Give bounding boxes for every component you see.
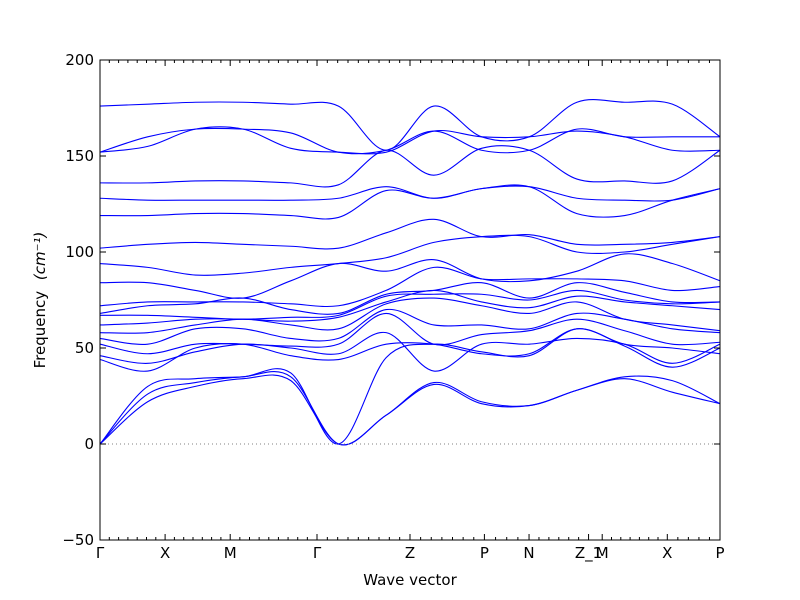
band-line-6 [99, 312, 721, 355]
band-line-2 [99, 371, 721, 446]
x-tick-label: Γ [96, 544, 105, 562]
y-tick-label: 0 [84, 435, 94, 453]
y-axis-label-text: Frequency [31, 291, 49, 369]
y-axis-label: Frequency (cm⁻¹) [31, 232, 49, 369]
x-axis-label: Wave vector [363, 571, 457, 589]
x-tick-label: X [662, 544, 672, 562]
band-line-18 [99, 145, 721, 188]
x-tick-label: P [715, 544, 724, 562]
x-tick-label: Z [405, 544, 415, 562]
y-tick-label: 150 [65, 147, 94, 165]
y-tick-label: 100 [65, 243, 94, 261]
x-tick-label: X [160, 544, 170, 562]
band-line-21 [99, 99, 721, 151]
x-tick-label: P [480, 544, 489, 562]
band-line-13 [99, 253, 721, 299]
band-line-15 [99, 218, 721, 250]
x-tick-label: Z_1 [575, 544, 602, 563]
band-line-4 [99, 328, 721, 372]
x-tick-label: M [596, 544, 609, 562]
x-tick-label: N [523, 544, 534, 562]
band-line-19 [99, 126, 721, 155]
band-line-12 [99, 266, 721, 308]
y-axis-ticks: −50 0 50 100 150 200 [62, 51, 720, 549]
band-line-17 [99, 185, 721, 202]
band-line-1 [99, 374, 721, 446]
y-tick-label: 200 [65, 51, 94, 69]
band-line-20 [99, 127, 721, 155]
band-line-8 [99, 297, 721, 334]
band-line-14 [99, 234, 721, 276]
y-tick-label: −50 [62, 531, 94, 549]
x-tick-label: M [224, 544, 237, 562]
band-line-10 [99, 289, 721, 320]
x-tick-label: Γ [313, 544, 322, 562]
band-line-16 [99, 184, 721, 220]
y-tick-label: 50 [75, 339, 94, 357]
band-line-5 [99, 332, 721, 372]
x-axis-ticks: Γ X M Γ Z P N Z_1M X P [96, 60, 725, 563]
series-layer [99, 99, 721, 446]
y-axis-label-unit: (cm⁻¹) [31, 232, 49, 281]
band-line-11 [99, 282, 721, 315]
band-line-3 [99, 328, 721, 445]
